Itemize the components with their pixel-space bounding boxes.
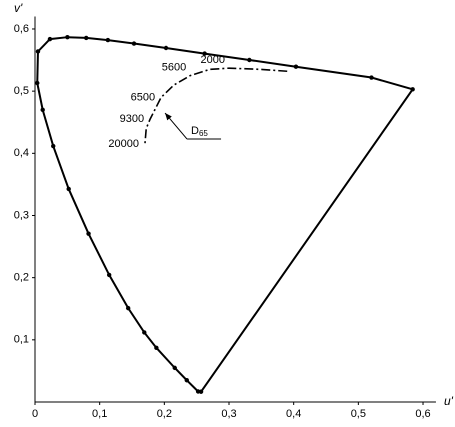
locus-point: [86, 231, 91, 236]
locus-point: [47, 36, 53, 42]
locus-point: [105, 37, 111, 43]
annotation-label: D65: [191, 125, 208, 138]
y-tick-label: 0,1: [14, 334, 29, 346]
temperature-label: 6500: [131, 91, 155, 103]
locus-point: [195, 389, 201, 394]
annotation-arrow: [164, 112, 188, 140]
spectral-locus: [36, 36, 415, 393]
locus-point: [172, 365, 177, 371]
locus-point: [51, 143, 56, 149]
x-axis-title: u': [444, 394, 454, 408]
locus-point: [293, 64, 299, 69]
locus-point: [202, 51, 207, 56]
temperature-label: 5600: [162, 62, 186, 74]
y-tick-label: 0,2: [14, 272, 29, 284]
x-tick-label: 0,3: [221, 408, 236, 420]
locus-point: [369, 75, 374, 80]
locus-point: [410, 87, 415, 92]
temperature-label: 9300: [120, 113, 144, 125]
locus-point: [66, 186, 71, 192]
locus-point: [35, 80, 40, 86]
y-tick-label: 0,6: [14, 23, 29, 35]
annotation-main: D: [191, 125, 199, 137]
locus-point: [35, 49, 41, 54]
locus-point: [65, 34, 70, 40]
planckian-locus: [144, 67, 288, 145]
y-axis-title: v': [14, 1, 23, 15]
annotation-subscript: 65: [199, 129, 208, 138]
x-tick-label: 0,2: [157, 408, 172, 420]
locus-point: [163, 45, 169, 51]
temperature-label: 2000: [201, 54, 225, 66]
locus-point: [142, 330, 147, 335]
locus-point: [184, 378, 189, 383]
locus-point: [131, 41, 137, 46]
y-tick-label: 0,5: [14, 85, 29, 97]
locus-point: [40, 107, 45, 113]
y-tick-label: 0,4: [14, 147, 29, 159]
x-tick-label: 0,4: [286, 408, 301, 420]
locus-point: [154, 345, 159, 351]
x-tick-label: 0,5: [351, 408, 366, 420]
x-tick-label: 0,6: [415, 408, 430, 420]
locus-point: [125, 305, 131, 311]
x-tick-label: 0: [32, 408, 38, 420]
temperature-label: 20000: [108, 138, 139, 150]
locus-point: [84, 35, 89, 41]
locus-point: [247, 57, 252, 63]
x-tick-label: 0,1: [92, 408, 107, 420]
locus-point: [106, 272, 112, 278]
y-tick-label: 0,3: [14, 209, 29, 221]
